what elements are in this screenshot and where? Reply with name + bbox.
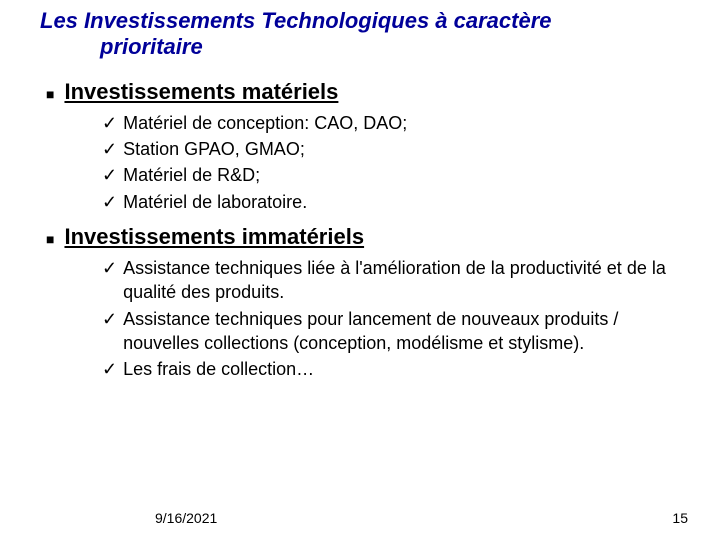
square-bullet-icon: ■	[46, 230, 54, 250]
list-item-text: Les frais de collection…	[123, 357, 690, 381]
list-item-text: Assistance techniques liée à l'améliorat…	[123, 256, 690, 305]
section-materiels: ■ Investissements matériels ✓ Matériel d…	[40, 79, 700, 214]
list-item: ✓ Assistance techniques liée à l'amélior…	[102, 256, 690, 305]
slide-title: Les Investissements Technologiques à car…	[40, 8, 700, 61]
check-icon: ✓	[102, 357, 117, 381]
section-heading-row: ■ Investissements immatériels	[46, 224, 700, 250]
list-item: ✓ Assistance techniques pour lancement d…	[102, 307, 690, 356]
square-bullet-icon: ■	[46, 85, 54, 105]
list-item: ✓ Matériel de conception: CAO, DAO;	[102, 111, 690, 135]
list-item-text: Assistance techniques pour lancement de …	[123, 307, 690, 356]
footer-page-number: 15	[672, 510, 688, 526]
list-item-text: Matériel de conception: CAO, DAO;	[123, 111, 690, 135]
title-line-2: prioritaire	[40, 34, 700, 60]
check-icon: ✓	[102, 190, 117, 214]
list-item-text: Matériel de R&D;	[123, 163, 690, 187]
check-icon: ✓	[102, 137, 117, 161]
section-heading: Investissements immatériels	[64, 224, 364, 250]
list-item: ✓ Station GPAO, GMAO;	[102, 137, 690, 161]
title-line-1: Les Investissements Technologiques à car…	[40, 8, 552, 33]
check-icon: ✓	[102, 163, 117, 187]
check-icon: ✓	[102, 111, 117, 135]
check-icon: ✓	[102, 307, 117, 331]
list-item: ✓ Matériel de R&D;	[102, 163, 690, 187]
item-list: ✓ Matériel de conception: CAO, DAO; ✓ St…	[102, 111, 690, 214]
slide: Les Investissements Technologiques à car…	[0, 0, 720, 540]
list-item-text: Matériel de laboratoire.	[123, 190, 690, 214]
list-item: ✓ Matériel de laboratoire.	[102, 190, 690, 214]
list-item: ✓ Les frais de collection…	[102, 357, 690, 381]
list-item-text: Station GPAO, GMAO;	[123, 137, 690, 161]
item-list: ✓ Assistance techniques liée à l'amélior…	[102, 256, 690, 381]
footer-date: 9/16/2021	[155, 510, 217, 526]
check-icon: ✓	[102, 256, 117, 280]
section-heading: Investissements matériels	[64, 79, 338, 105]
section-heading-row: ■ Investissements matériels	[46, 79, 700, 105]
section-immateriels: ■ Investissements immatériels ✓ Assistan…	[40, 224, 700, 381]
